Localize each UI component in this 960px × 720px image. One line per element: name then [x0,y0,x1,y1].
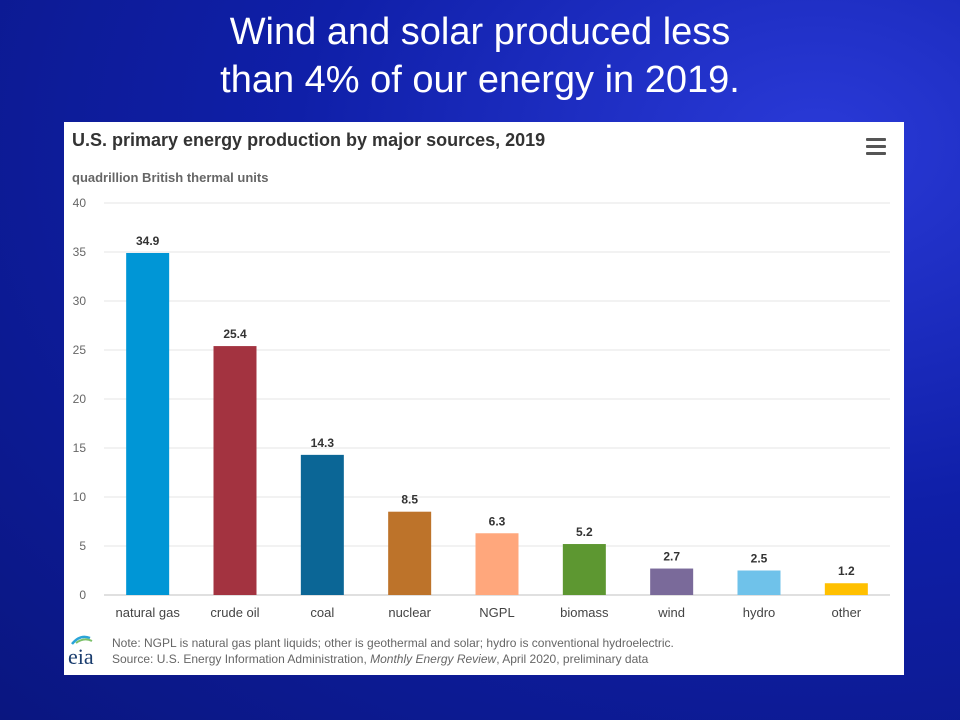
x-tick-label: crude oil [210,605,259,620]
hamburger-menu-icon[interactable] [864,138,888,158]
note-line: Note: NGPL is natural gas plant liquids;… [112,636,674,650]
bar-wind [650,568,694,595]
x-tick-label: other [832,605,862,620]
x-tick-label: biomass [560,605,609,620]
data-label: 8.5 [401,493,418,507]
chart-note: Note: NGPL is natural gas plant liquids;… [112,635,674,667]
y-tick-label: 30 [73,294,87,308]
y-tick-label: 10 [73,490,87,504]
bar-other [824,583,868,595]
bar-ngpl [475,533,519,595]
data-label: 5.2 [576,525,593,539]
data-label: 14.3 [311,436,335,450]
source-line: Source: U.S. Energy Information Administ… [112,651,674,667]
x-tick-label: nuclear [388,605,431,620]
data-label: 1.2 [838,564,855,578]
y-tick-label: 0 [79,588,86,602]
data-label: 25.4 [223,327,247,341]
x-tick-label: hydro [743,605,776,620]
x-tick-label: natural gas [116,605,181,620]
data-label: 2.7 [663,550,680,564]
slide-title: Wind and solar produced less than 4% of … [0,8,960,104]
x-tick-label: coal [310,605,334,620]
chart-panel: U.S. primary energy production by major … [64,122,904,675]
source-title: Monthly Energy Review [370,652,497,666]
bar-crude-oil [213,346,257,595]
x-tick-label: wind [657,605,685,620]
slide-title-line-1: Wind and solar produced less [229,11,731,53]
bar-chart: 0 5 10 15 20 25 30 35 40 34.9 natural gas 25.4 crude… [73,196,890,620]
data-label: 34.9 [136,234,160,248]
y-tick-label: 20 [73,392,87,406]
data-label: 6.3 [489,514,506,528]
bar-nuclear [388,511,432,595]
chart-unit-label: quadrillion British thermal units [72,170,269,185]
source-suffix: , April 2020, preliminary data [496,652,649,666]
y-tick-label: 40 [73,196,87,210]
bar-natural-gas [126,252,170,596]
chart-title: U.S. primary energy production by major … [72,130,546,150]
data-label: 2.5 [751,552,768,566]
eia-logo-icon: eia [68,635,94,668]
bar-coal [300,454,344,595]
bar-hydro [737,570,781,595]
y-tick-label: 25 [73,343,87,357]
x-tick-label: NGPL [479,605,514,620]
source-prefix: Source: U.S. Energy Information Administ… [112,652,371,666]
y-tick-label: 15 [73,441,87,455]
y-tick-label: 35 [73,245,87,259]
slide-title-line-2: than 4% of our energy in 2019. [220,59,740,101]
y-tick-label: 5 [79,539,86,553]
eia-logo-text: eia [68,644,94,668]
bar-biomass [562,544,606,595]
